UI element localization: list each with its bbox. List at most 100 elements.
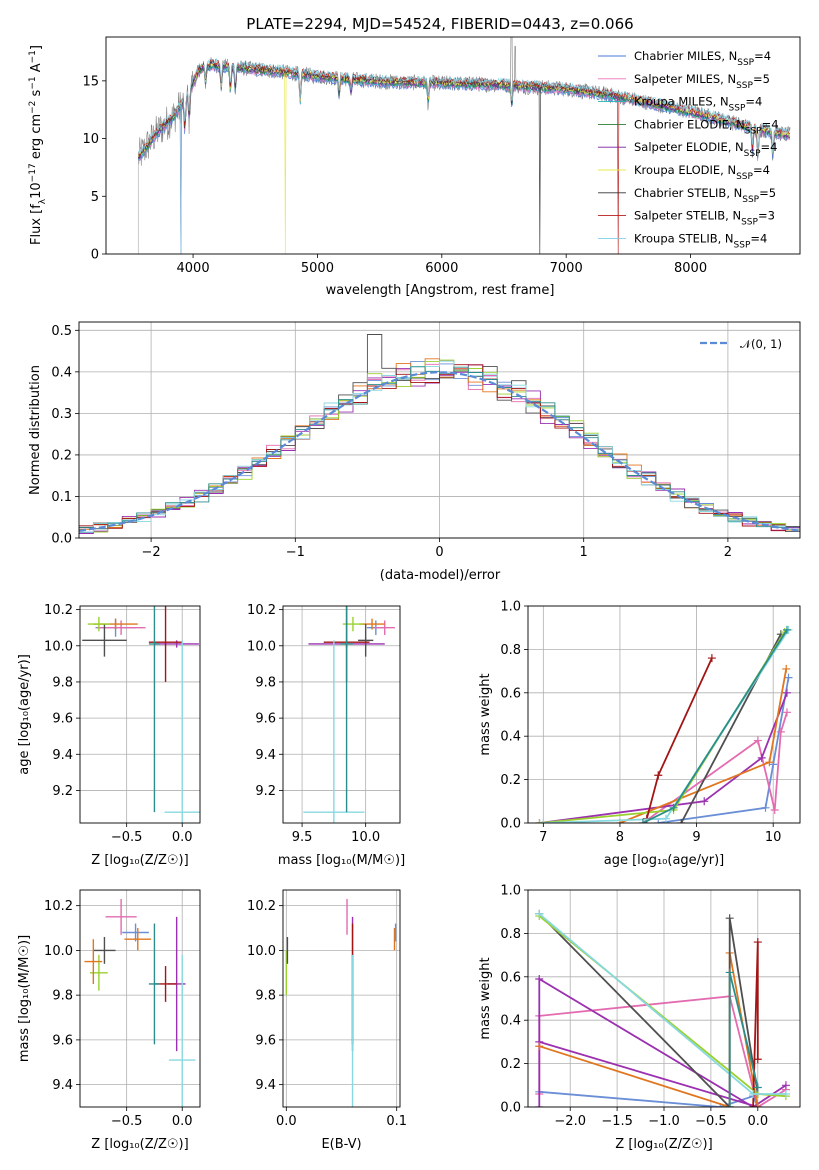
x-tick-label: −0.5 [111,1114,143,1129]
y-axis-label: Flux [fλ10−17 erg cm−2 s−1 A−1] [28,45,48,245]
y-tick-label: 0 [91,248,99,263]
legend-label: Chabrier MILES, NSSP=4 [634,49,771,68]
axes-frame [527,889,801,1108]
panel-spectrum: 4000 5000 6000 7000 8000 0 5 10 15 PLATE=2294, MJ… [28,15,801,298]
x-tick-label: 2 [724,545,732,560]
y-tick-label: 15 [82,74,99,89]
y-tick-label: 0.3 [51,407,72,422]
y-tick-label: 0.4 [500,730,521,745]
x-tick-label: 8 [616,830,624,845]
label-part: Kroupa ELODIE, N [634,163,736,177]
panel-age_vs_mass: 9.5 10.0 9.2 9.4 9.6 9.8 10.0 10.2 mass [log₁₀(M… [247,603,405,868]
x-tick-label: 0.0 [747,1114,768,1129]
x-tick-label: −0.5 [695,1114,727,1129]
plus-marker [753,1083,762,1092]
label-part: =3 [758,209,775,223]
x-axis-label: age [log₁₀(age/yr)] [604,853,725,868]
label-part: SSP [736,172,753,182]
y-tick-label: 10.2 [247,899,276,914]
plus-marker [725,1103,734,1107]
model-spectrum-line [138,58,791,254]
x-tick-label: 1 [580,545,588,560]
error-bar-point [154,640,199,648]
label-part: −1 [28,50,38,63]
label-part: s [29,89,44,100]
x-tick-label: 9 [692,830,700,845]
y-tick-label: 9.6 [52,712,73,727]
error-bar-point [168,954,196,1107]
plus-marker [782,688,791,697]
x-tick-label: 9.5 [292,830,313,845]
error-bar-point [303,640,365,823]
legend-label: Kroupa ELODIE, NSSP=4 [634,163,770,182]
legend-label: Kroupa STELIB, NSSP=4 [634,231,767,250]
panel-massweight_vs_Z: −2.0 −1.5 −1.0 −0.5 0.0 0.0 0.2 0.4 0.6 0.8 1.0 Z [… [478,884,801,1152]
y-tick-label: 9.4 [52,1078,73,1093]
plus-marker [661,814,670,823]
residual-histogram-step [79,360,800,533]
x-tick-label: 0 [435,545,443,560]
label-part: λ [38,198,48,204]
mass-weight-line [539,952,759,1107]
y-tick-label: 10.0 [44,944,73,959]
y-tick-label: 5 [91,190,99,205]
error-bar-point [374,620,395,635]
label-part: =4 [761,140,778,154]
axes-frame [282,889,401,1108]
label-part: =5 [759,186,776,200]
y-tick-label: 9.6 [52,1033,73,1048]
label-part: Chabrier ELODIE, N [634,117,745,131]
y-tick-label: 1.0 [500,600,521,615]
x-tick-label: 7000 [550,261,583,276]
x-tick-label: 10 [765,830,782,845]
plus-marker [654,771,663,780]
y-axis-label: mass [log₁₀(M/M☉)] [17,935,32,1062]
x-tick-label: 0.1 [386,1114,407,1129]
y-tick-label: 9.4 [52,748,73,763]
legend-label: 𝒩(0, 1) [740,337,782,351]
plus-marker [757,753,766,762]
legend-label: Salpeter ELODIE, NSSP=4 [634,140,777,159]
legend-label: Chabrier ELODIE, NSSP=4 [634,117,779,136]
y-tick-label: 0.6 [500,970,521,985]
y-tick-label: 0.0 [500,817,521,832]
y-tick-label: 0.5 [51,324,72,339]
plus-marker [770,805,779,814]
axes-frame [79,605,201,824]
label-part: Chabrier STELIB, N [634,186,742,200]
plus-marker [765,758,774,767]
x-tick-label: −2 [142,545,161,560]
error-bar-point [87,616,110,632]
y-tick-label: 9.6 [255,1033,276,1048]
label-part: −2 [28,101,38,114]
label-part: SSP [742,195,759,205]
label-part: =4 [762,117,779,131]
plot-area [137,37,791,254]
y-tick-label: 9.8 [52,989,73,1004]
legend-label: Kroupa MILES, NSSP=4 [634,95,762,114]
plus-marker [776,727,785,736]
y-tick-label: 0.4 [500,1014,521,1029]
label-part: −1 [28,76,38,89]
x-axis-label: wavelength [Angstrom, rest frame] [326,283,555,298]
plus-marker [535,1042,544,1051]
x-tick-label: −1 [286,545,305,560]
plus-marker [654,819,663,823]
plus-marker [669,803,678,812]
x-tick-label: 0.0 [276,1114,297,1129]
label-part: SSP [729,104,746,114]
label-part: Kroupa STELIB, N [634,231,734,245]
legend-label: Salpeter MILES, NSSP=5 [634,72,770,91]
label-part: Chabrier MILES, N [634,49,737,63]
y-axis-label: age [log₁₀(age/yr)] [17,654,32,775]
y-tick-label: 9.8 [52,675,73,690]
y-tick-label: 10.2 [44,603,73,618]
label-part: A [29,63,44,76]
panel-mass_vs_EBV: 0.0 0.1 9.4 9.6 9.8 10.0 10.2 E(B-V) [247,889,407,1152]
error-bar-point [164,640,200,823]
residual-histogram-step [79,366,800,530]
axes-frame [78,321,801,539]
label-part: SSP [736,81,753,91]
error-bar-point [148,923,160,1045]
plus-marker [781,1081,790,1090]
